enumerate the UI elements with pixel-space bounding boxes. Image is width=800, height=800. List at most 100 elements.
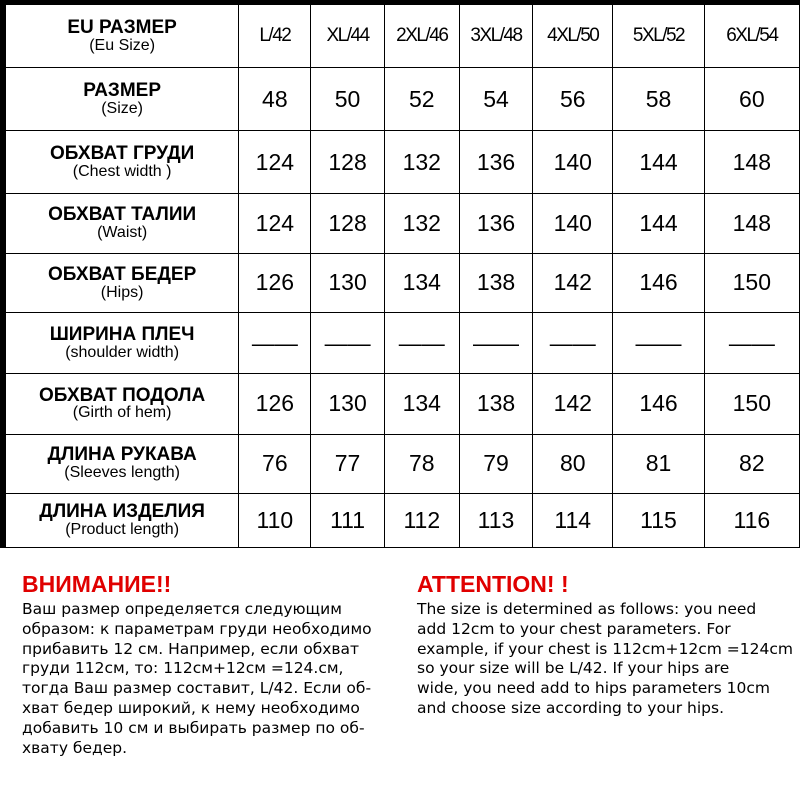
value-cell: ——: [532, 312, 614, 375]
value-cell: 56: [532, 67, 614, 132]
value-cell: 144: [612, 192, 705, 254]
value-cell: 146: [612, 252, 705, 314]
label-english: (Eu Size): [89, 36, 156, 54]
value-cell: 138: [458, 373, 534, 435]
row-label: РАЗМЕР (Size): [2, 67, 240, 132]
value-cell: 80: [532, 433, 614, 494]
size-header-cell: 6XL/54: [703, 1, 800, 69]
value-cell: 48: [238, 67, 312, 132]
value-cell: 148: [703, 192, 800, 254]
value-cell: ——: [458, 312, 534, 375]
label-english: (Hips): [100, 283, 144, 301]
value-cell: 77: [310, 433, 385, 494]
label-english: (Chest width ): [72, 162, 172, 180]
table-row: ОБХВАТ БЕДЕР (Hips) 126 130 134 138 142 146 150: [2, 252, 800, 314]
value-cell: 142: [532, 373, 614, 435]
size-header-cell: L/42: [238, 1, 312, 69]
label-english: (Waist): [97, 223, 148, 241]
value-cell: 144: [612, 130, 705, 194]
size-header-cell: 4XL/50: [532, 1, 614, 69]
russian-attention-title: ВНИМАНИЕ!!: [22, 571, 172, 597]
value-cell: 130: [310, 252, 385, 314]
row-label: ДЛИНА РУКАВА (Sleeves length): [2, 433, 240, 494]
english-attention-note: ATTENTION! ! The size is determined as f…: [417, 570, 800, 719]
value-cell: 138: [458, 252, 534, 314]
row-label: ОБХВАТ ТАЛИИ (Waist): [2, 192, 240, 254]
size-header-cell: 3XL/48: [458, 1, 534, 69]
russian-attention-text: Ваш размер определяется следующим образо…: [22, 600, 372, 757]
value-cell: 124: [238, 192, 312, 254]
value-cell: 134: [383, 252, 460, 314]
value-cell: 79: [458, 433, 534, 494]
table-row: ОБХВАТ ТАЛИИ (Waist) 124 128 132 136 140 144 148: [2, 192, 800, 254]
value-cell: 81: [612, 433, 705, 494]
label-english: (shoulder width): [65, 343, 180, 361]
table-row: ДЛИНА РУКАВА (Sleeves length) 76 77 78 79 80 81…: [2, 433, 800, 494]
value-cell: 126: [238, 252, 312, 314]
value-cell: ——: [310, 312, 385, 375]
value-cell: 115: [612, 492, 705, 549]
value-cell: 58: [612, 67, 705, 132]
value-cell: 140: [532, 130, 614, 194]
label-english: (Girth of hem): [72, 404, 172, 422]
row-label: EU РАЗМЕР (Eu Size): [2, 1, 240, 69]
value-cell: 128: [310, 130, 385, 194]
value-cell: 113: [458, 492, 534, 549]
value-cell: 111: [310, 492, 385, 549]
value-cell: ——: [703, 312, 800, 375]
value-cell: 128: [310, 192, 385, 254]
size-header-cell: 2XL/46: [383, 1, 460, 69]
row-label: ДЛИНА ИЗДЕЛИЯ (Product length): [2, 492, 240, 549]
label-russian: ОБХВАТ ТАЛИИ: [48, 203, 197, 225]
row-label: ОБХВАТ ГРУДИ (Chest width ): [2, 130, 240, 194]
value-cell: 148: [703, 130, 800, 194]
row-label: ШИРИНА ПЛЕЧ (shoulder width): [2, 312, 240, 375]
value-cell: 124: [238, 130, 312, 194]
value-cell: 134: [383, 373, 460, 435]
english-attention-title: ATTENTION! !: [417, 571, 569, 597]
label-english: (Size): [101, 99, 143, 117]
value-cell: 112: [383, 492, 460, 549]
label-russian: ДЛИНА ИЗДЕЛИЯ: [39, 501, 205, 522]
table-row: ОБХВАТ ПОДОЛА (Girth of hem) 126 130 134 138 1…: [2, 373, 800, 435]
header-row: EU РАЗМЕР (Eu Size) L/42 XL/44 2XL/46 3XL/48 4…: [2, 1, 800, 69]
value-cell: 146: [612, 373, 705, 435]
value-cell: 76: [238, 433, 312, 494]
label-english: (Product length): [65, 520, 180, 538]
russian-attention-note: ВНИМАНИЕ!! Ваш размер определяется следу…: [22, 570, 402, 758]
label-russian: ОБХВАТ ГРУДИ: [49, 142, 195, 164]
label-russian: РАЗМЕР: [83, 79, 162, 101]
value-cell: 110: [238, 492, 312, 549]
label-russian: ОБХВАТ БЕДЕР: [47, 263, 197, 285]
value-cell: 132: [383, 130, 460, 194]
value-cell: 140: [532, 192, 614, 254]
value-cell: 50: [310, 67, 385, 132]
value-cell: 142: [532, 252, 614, 314]
value-cell: 136: [458, 130, 534, 194]
label-russian: EU РАЗМЕР: [67, 16, 177, 38]
size-chart-table: EU РАЗМЕР (Eu Size) L/42 XL/44 2XL/46 3XL/48 4…: [0, 0, 800, 549]
table-row: РАЗМЕР (Size) 48 50 52 54 56 58 60: [2, 67, 800, 132]
value-cell: 150: [703, 373, 800, 435]
label-russian: ДЛИНА РУКАВА: [47, 444, 197, 466]
row-label: ОБХВАТ ПОДОЛА (Girth of hem): [2, 373, 240, 435]
value-cell: 60: [703, 67, 800, 132]
table-row: ОБХВАТ ГРУДИ (Chest width ) 124 128 132 136 14…: [2, 130, 800, 194]
value-cell: 132: [383, 192, 460, 254]
english-attention-text: The size is determined as follows: you n…: [417, 600, 793, 717]
value-cell: 114: [532, 492, 614, 549]
value-cell: ——: [612, 312, 705, 375]
value-cell: 52: [383, 67, 460, 132]
label-russian: ШИРИНА ПЛЕЧ: [49, 323, 195, 345]
value-cell: 126: [238, 373, 312, 435]
value-cell: 82: [703, 433, 800, 494]
value-cell: 116: [703, 492, 800, 549]
value-cell: 150: [703, 252, 800, 314]
label-english: (Sleeves length): [64, 464, 180, 482]
value-cell: 130: [310, 373, 385, 435]
table-row: ШИРИНА ПЛЕЧ (shoulder width) —— —— —— —— —— —— —…: [2, 312, 800, 375]
size-header-cell: XL/44: [310, 1, 385, 69]
value-cell: 54: [458, 67, 534, 132]
value-cell: 78: [383, 433, 460, 494]
value-cell: ——: [383, 312, 460, 375]
